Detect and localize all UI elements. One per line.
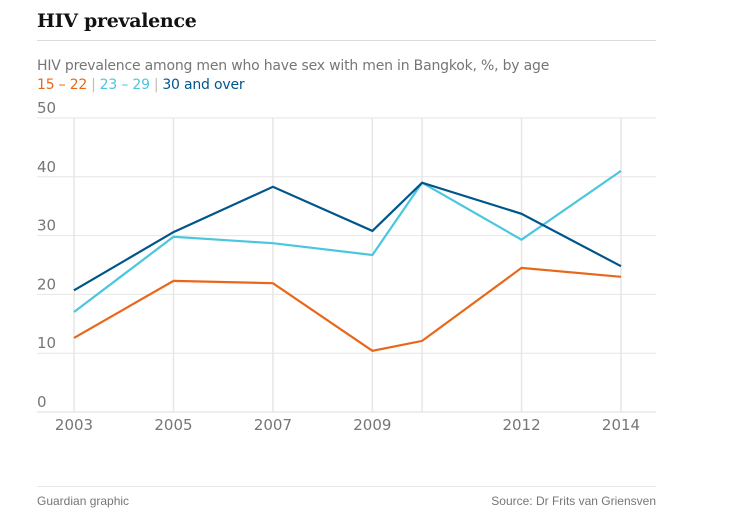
x-tick-label: 2007 — [254, 416, 292, 434]
x-tick-label: 2003 — [55, 416, 93, 434]
y-tick-label: 20 — [37, 275, 56, 293]
series-line-30-over — [73, 181, 622, 292]
series-line-15-22 — [73, 266, 622, 352]
y-gridlines — [37, 117, 656, 413]
chart-subtitle: HIV prevalence among men who have sex wi… — [37, 58, 550, 74]
legend-separator: | — [91, 77, 96, 93]
footer-divider — [37, 486, 656, 487]
x-tick-label: 2005 — [154, 416, 192, 434]
legend-item-30-over: 30 and over — [162, 77, 245, 93]
footer-credit: Guardian graphic — [37, 494, 130, 508]
title-divider — [37, 40, 656, 41]
footer-source: Source: Dr Frits van Griensven — [491, 494, 656, 508]
chart-title: HIV prevalence — [37, 10, 197, 32]
legend-item-15-22: 15 – 22 — [37, 77, 88, 93]
y-tick-label: 50 — [37, 99, 56, 117]
x-tick-label: 2009 — [353, 416, 391, 434]
y-axis-labels: 0 10 20 30 40 50 — [37, 99, 56, 411]
x-axis-labels: 2003 2005 2007 2009 2012 2014 — [55, 416, 640, 434]
y-tick-label: 0 — [37, 393, 47, 411]
y-tick-label: 40 — [37, 158, 56, 176]
legend-item-23-29: 23 – 29 — [99, 77, 150, 93]
x-gridlines — [73, 118, 622, 412]
y-tick-label: 30 — [37, 217, 56, 235]
legend: 15 – 22 | 23 – 29 | 30 and over — [37, 77, 245, 93]
y-tick-label: 10 — [37, 334, 56, 352]
x-tick-label: 2012 — [502, 416, 540, 434]
series-line-23-29 — [73, 169, 622, 313]
legend-separator: | — [153, 77, 159, 93]
series-lines — [73, 169, 622, 352]
x-tick-label: 2014 — [602, 416, 640, 434]
